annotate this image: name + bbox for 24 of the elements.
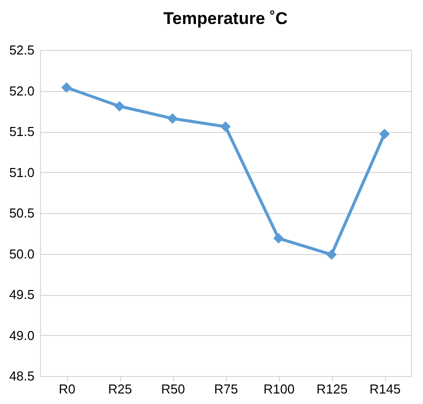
point [114, 100, 125, 112]
y-tick-label: 48.5 [9, 368, 34, 384]
x-tick-label: R50 [161, 382, 185, 396]
point [379, 128, 390, 140]
y-tick-label: 51.5 [9, 124, 34, 139]
y-tick-label: 51.0 [9, 164, 34, 180]
point [273, 233, 284, 244]
x-tick-label: R25 [108, 382, 132, 396]
x-tick-label: R100 [263, 382, 295, 396]
x-tick-label: R0 [58, 382, 76, 396]
x-tick-label: R125 [316, 382, 348, 396]
point [61, 82, 72, 93]
x-tick-label: R145 [369, 382, 401, 396]
point [220, 121, 231, 132]
y-tick-label: 50.0 [9, 246, 34, 262]
y-tick-label: 52.5 [9, 42, 34, 58]
chart-title: Temperature ˚C [163, 9, 288, 28]
y-tick-label: 50.5 [9, 206, 34, 220]
y-tick-label: 49.5 [9, 287, 34, 302]
y-tick-label: 49.0 [9, 328, 34, 343]
y-tick-label: 52.0 [9, 83, 34, 98]
x-tick-label: R75 [214, 382, 238, 396]
point [167, 113, 178, 124]
point [326, 249, 337, 260]
